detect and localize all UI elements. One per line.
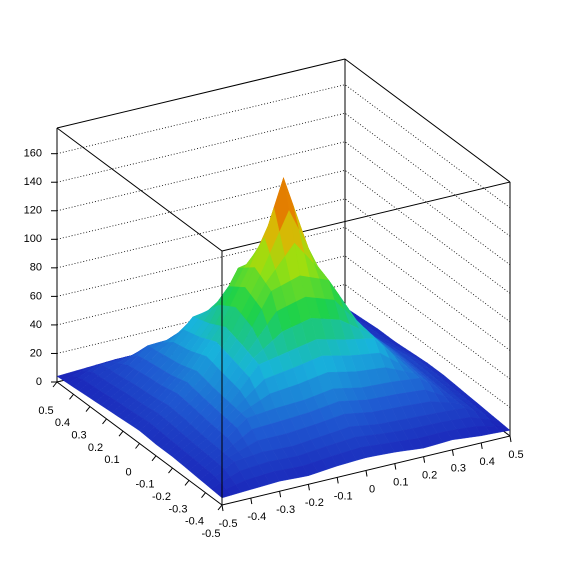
x-tick-label: -0.4 (247, 511, 266, 523)
x-tick (423, 456, 426, 463)
y-tick-label: 0.3 (71, 430, 86, 442)
x-tick (365, 470, 368, 477)
box-edge (344, 58, 511, 183)
y-tick-label: 0 (125, 466, 131, 478)
y-tick-label: 0.4 (55, 417, 70, 429)
y-tick-label: -0.3 (169, 503, 188, 515)
y-tick-label: -0.2 (152, 491, 171, 503)
x-tick-label: 0.5 (508, 449, 523, 461)
x-tick (480, 442, 483, 449)
y-tick (118, 430, 124, 437)
y-tick-label: 0.2 (88, 442, 103, 454)
y-tick (217, 504, 223, 511)
z-tick-label: 40 (30, 319, 42, 331)
y-tick (102, 418, 107, 425)
x-tick-label: 0 (369, 483, 375, 495)
z-tick-label: 120 (24, 205, 42, 217)
z-tick-label: 160 (24, 148, 42, 160)
box-edge (56, 58, 346, 129)
x-tick (307, 484, 310, 491)
z-tick-label: 20 (30, 347, 42, 359)
y-tick-label: -0.4 (185, 516, 204, 528)
box-edge (56, 127, 223, 252)
y-tick (135, 443, 140, 449)
x-tick-label: 0.4 (480, 456, 495, 468)
x-tick (394, 463, 397, 470)
y-tick-label: -0.5 (202, 528, 221, 540)
x-tick-label: 0.2 (422, 470, 437, 482)
y-tick (184, 480, 190, 486)
x-tick-label: 0.1 (393, 477, 408, 489)
y-tick-label: 0.5 (38, 405, 53, 417)
y-tick (151, 455, 157, 462)
x-tick (336, 477, 339, 484)
x-tick (279, 491, 282, 498)
z-tick-label: 60 (30, 290, 42, 302)
y-tick (168, 467, 173, 474)
y-tick-label: 0.1 (104, 454, 119, 466)
surface-cell (216, 488, 232, 499)
x-tick-label: -0.1 (334, 490, 353, 502)
x-tick (509, 435, 512, 443)
y-tick (85, 406, 91, 412)
x-tick (221, 504, 224, 512)
z-tick-label: 140 (24, 176, 42, 188)
y-tick (69, 393, 74, 400)
z-tick-label: 100 (24, 233, 42, 245)
y-tick (201, 492, 206, 499)
y-tick (52, 381, 58, 388)
z-tick-label: 80 (30, 262, 42, 274)
x-tick (250, 498, 253, 505)
x-tick-label: 0.3 (451, 463, 466, 475)
y-tick-label: -0.1 (136, 479, 155, 491)
x-tick-label: -0.5 (219, 518, 238, 530)
x-tick-label: -0.2 (305, 497, 324, 509)
x-tick (451, 449, 454, 456)
x-tick-label: -0.3 (276, 504, 295, 516)
z-tick-label: 0 (36, 376, 42, 388)
